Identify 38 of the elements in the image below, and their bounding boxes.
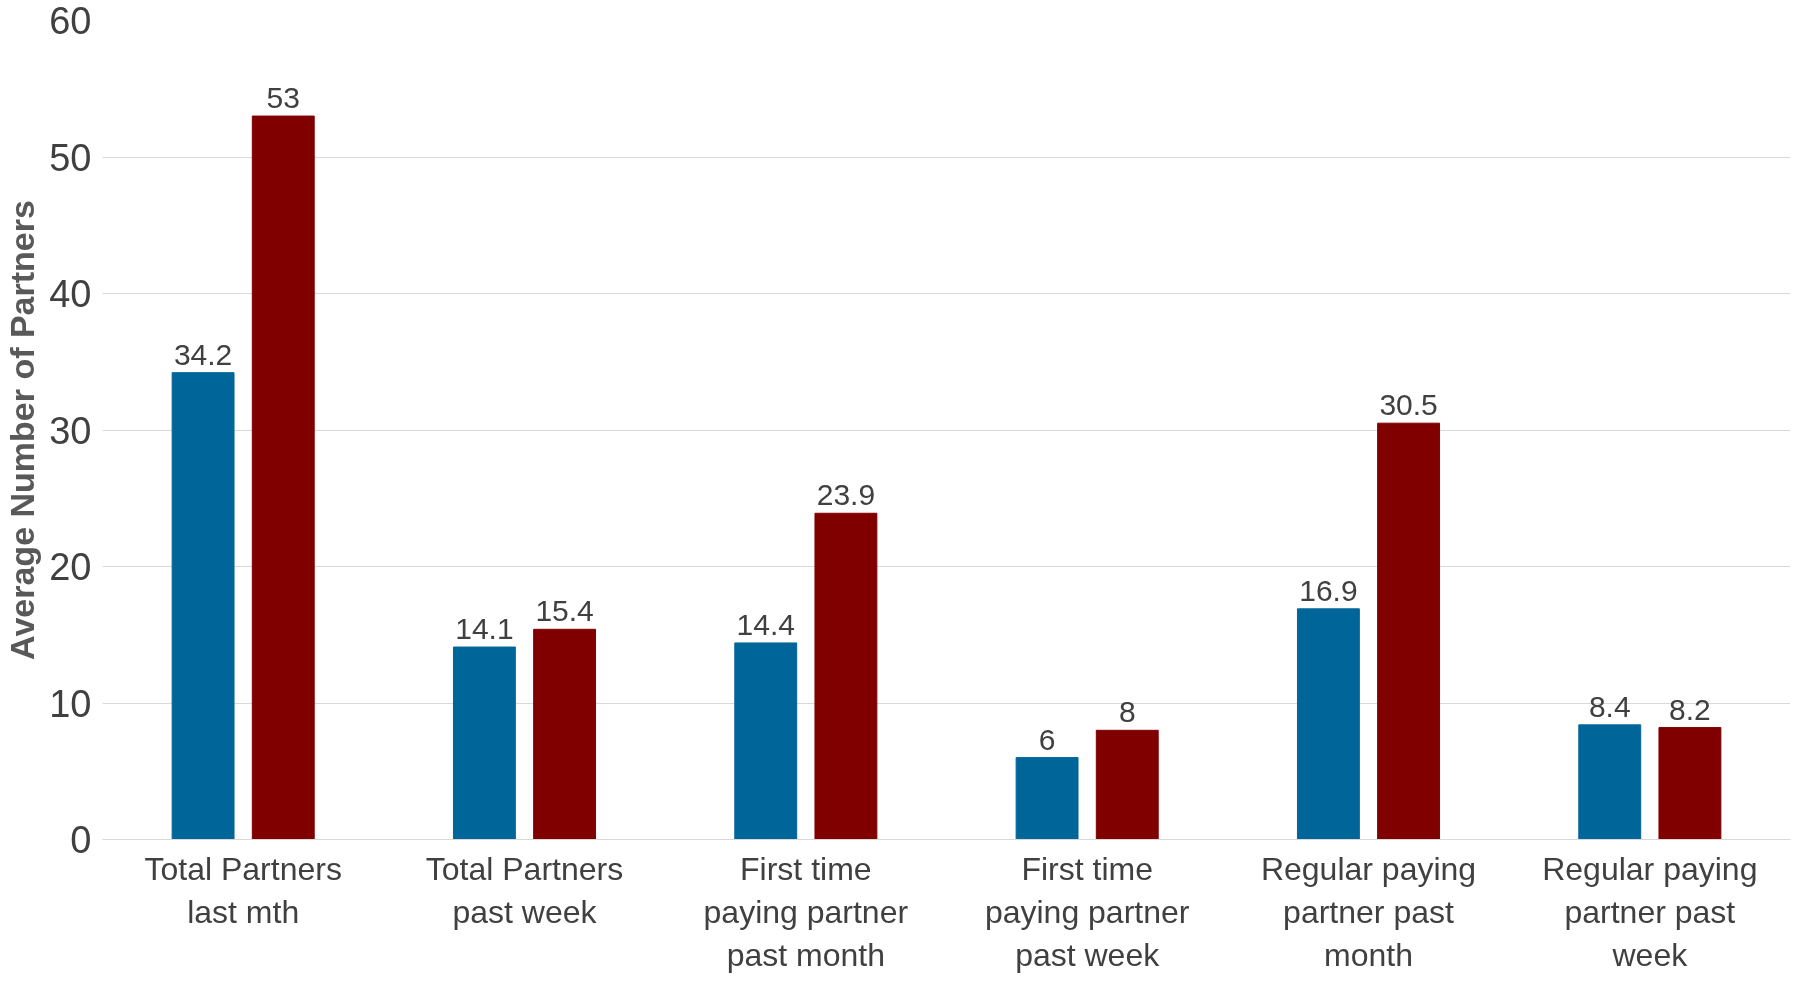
data-label: 53 [266, 81, 300, 115]
x-tick-label: Regular paying partner past month [1260, 850, 1477, 973]
bar [1095, 729, 1159, 840]
bar [1658, 727, 1722, 840]
data-label: 8 [1118, 695, 1136, 729]
y-tick-label: 30 [49, 409, 92, 452]
y-tick-label: 10 [49, 682, 92, 725]
bar [1015, 757, 1079, 840]
y-tick-label: 0 [70, 819, 92, 861]
bar [734, 642, 798, 840]
y-tick-label: 50 [49, 136, 92, 179]
y-axis-title: Average Number of Partners [3, 200, 42, 660]
data-label: 8.4 [1588, 689, 1631, 723]
bar [1578, 724, 1642, 840]
bar [1296, 608, 1360, 840]
x-tick-label: Total Partners last mth [144, 850, 342, 930]
data-label: 30.5 [1379, 388, 1438, 422]
data-label: 14.4 [736, 607, 795, 641]
y-tick-label: 40 [49, 273, 92, 315]
bar [1377, 422, 1441, 840]
data-label: 23.9 [816, 478, 876, 512]
bar [171, 372, 235, 840]
x-tick-label: First time paying partner past month [703, 850, 909, 973]
bar [533, 628, 597, 840]
data-label: 15.4 [535, 594, 594, 628]
bar [452, 646, 516, 840]
data-label: 6 [1038, 722, 1056, 756]
x-tick-label: Regular paying partner past week [1542, 850, 1758, 973]
bar [251, 115, 315, 840]
data-label: 34.2 [173, 337, 233, 371]
x-tick-label: First time paying partner past week [984, 850, 1190, 973]
y-tick-label: 20 [49, 546, 92, 588]
data-label: 14.1 [455, 612, 514, 646]
data-label: 16.9 [1299, 573, 1358, 607]
bar [814, 512, 878, 840]
data-label: 8.2 [1669, 692, 1711, 726]
x-tick-label: Total Partners past week [425, 850, 624, 930]
y-tick-label: 60 [49, 0, 92, 42]
